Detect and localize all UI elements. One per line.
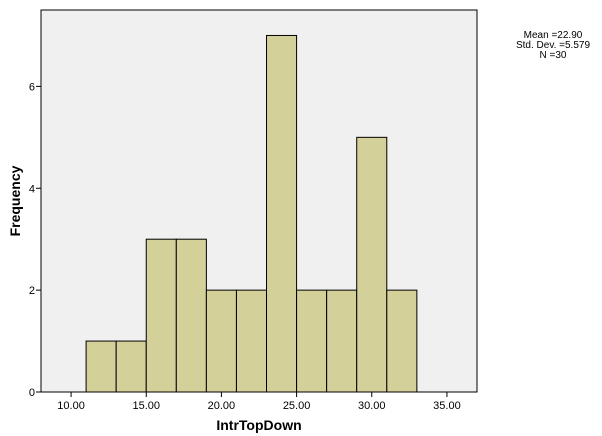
histogram-bar-9 bbox=[326, 289, 358, 393]
y-tick-label: 0 bbox=[29, 387, 35, 399]
x-tick-label: 30.00 bbox=[358, 400, 386, 412]
x-tick-label: 15.00 bbox=[132, 400, 160, 412]
y-tick-label: 6 bbox=[29, 81, 35, 93]
histogram-bar-7 bbox=[266, 34, 298, 393]
histogram-bar-2 bbox=[115, 340, 147, 393]
stats-std-dev: Std. Dev. =5.579 bbox=[516, 40, 590, 51]
histogram-bar-8 bbox=[296, 289, 328, 393]
stats-mean: Mean =22.90 bbox=[524, 30, 583, 41]
y-axis: 0 2 4 6 bbox=[29, 81, 41, 399]
bars bbox=[85, 34, 418, 393]
histogram-bar-5 bbox=[205, 289, 237, 393]
y-tick-label: 4 bbox=[29, 183, 35, 195]
histogram-bar-10 bbox=[356, 136, 388, 393]
x-axis: 10.00 15.00 20.00 25.00 30.00 35.00 bbox=[57, 392, 461, 412]
stats-n: N =30 bbox=[540, 50, 567, 61]
histogram-bar-3 bbox=[145, 238, 177, 393]
stats-box: Mean =22.90 Std. Dev. =5.579 N =30 bbox=[516, 30, 590, 61]
x-tick-label: 35.00 bbox=[433, 400, 461, 412]
histogram-bar-11 bbox=[386, 289, 418, 393]
y-axis-title: Frequency bbox=[7, 165, 23, 236]
histogram-bar-1 bbox=[85, 340, 117, 393]
x-axis-title: IntrTopDown bbox=[216, 417, 301, 433]
x-tick-label: 10.00 bbox=[57, 400, 85, 412]
y-tick-label: 2 bbox=[29, 285, 35, 297]
x-tick-label: 20.00 bbox=[208, 400, 236, 412]
histogram-bar-4 bbox=[175, 238, 207, 393]
x-tick-label: 25.00 bbox=[283, 400, 311, 412]
histogram-bar-6 bbox=[235, 289, 268, 393]
